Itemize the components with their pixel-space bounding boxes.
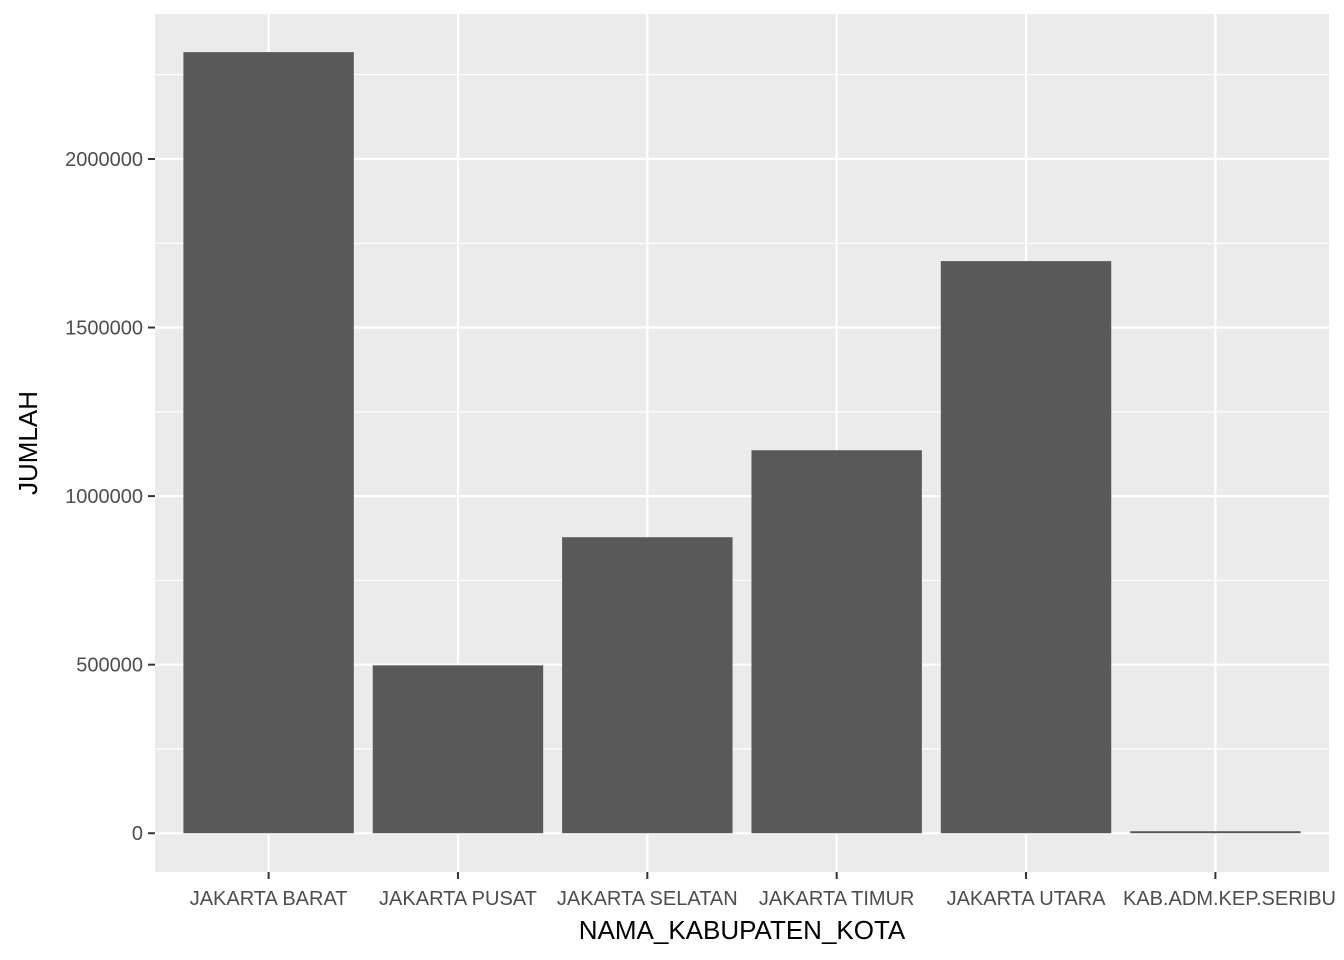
y-axis-title: JUMLAH	[13, 391, 43, 495]
y-tick-label: 1500000	[65, 318, 143, 340]
y-tick-label: 0	[132, 823, 143, 845]
x-axis: JAKARTA BARAT JAKARTA PUSAT JAKARTA SELATA…	[190, 872, 1336, 910]
x-tick-label: JAKARTA UTARA	[947, 888, 1107, 910]
x-tick-label: KAB.ADM.KEP.SERIBU	[1123, 888, 1336, 910]
bar	[1130, 831, 1301, 834]
bar	[562, 537, 733, 834]
x-tick-label: JAKARTA SELATAN	[557, 888, 738, 910]
x-axis-title: NAMA_KABUPATEN_KOTA	[579, 915, 906, 945]
bar	[372, 665, 544, 834]
x-tick-label: JAKARTA PUSAT	[379, 888, 537, 910]
bar	[940, 261, 1112, 834]
y-axis: 0 500000 1000000 1500000 2000000	[65, 149, 155, 845]
y-tick-label: 1000000	[65, 486, 143, 508]
bar	[751, 450, 922, 834]
x-tick-label: JAKARTA BARAT	[190, 888, 348, 910]
y-tick-label: 2000000	[65, 149, 143, 171]
y-tick-label: 500000	[76, 655, 143, 677]
bar	[183, 52, 354, 834]
x-tick-label: JAKARTA TIMUR	[759, 888, 915, 910]
bars	[183, 52, 1301, 834]
